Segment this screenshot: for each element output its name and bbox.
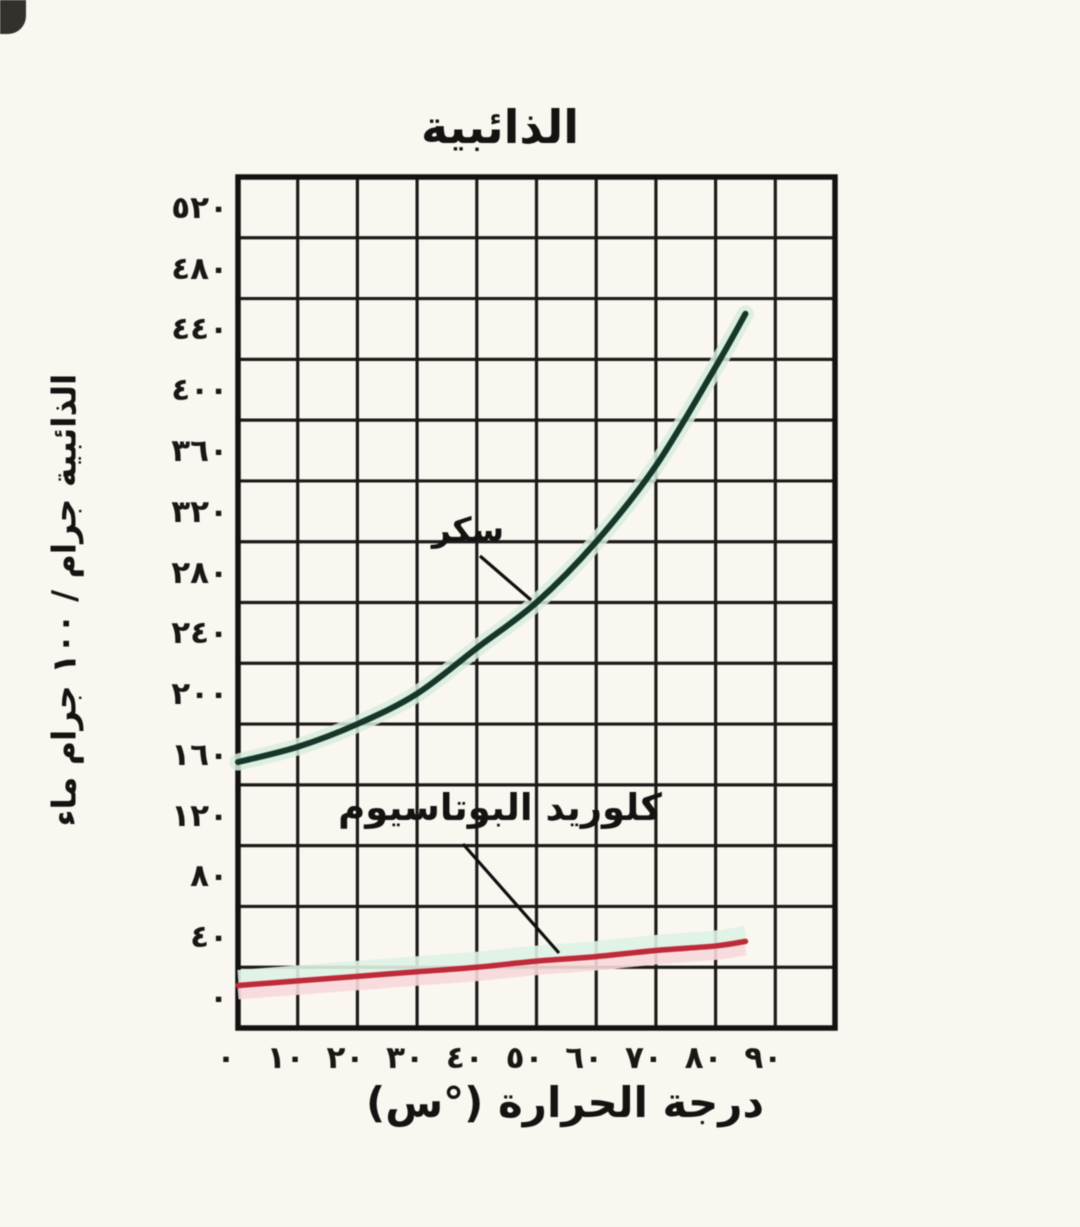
plot-border [235, 174, 838, 1031]
x-tick-label: ٢٠ [326, 1040, 365, 1076]
kcl-line-halo-mint [237, 925, 747, 985]
y-tick-label: ٣٦٠ [171, 432, 228, 469]
y-tick-label: ٤٠ [190, 919, 228, 956]
x-tick-label: ٣٠ [386, 1040, 425, 1076]
x-tick-label: ٧٠ [624, 1040, 663, 1076]
y-tick-label: ٢٨٠ [171, 554, 228, 591]
series-label-potassium-chloride: كلوريد البوتاسيوم [338, 786, 662, 829]
x-tick-label: ٥٠ [505, 1040, 544, 1076]
series-label-sugar: سكر [431, 510, 505, 549]
y-tick-label: ١٦٠ [171, 736, 228, 773]
y-tick-label: ٢٠٠ [171, 676, 228, 713]
x-tick-label: ٠ [216, 1040, 236, 1076]
x-axis-title: درجة الحرارة (°س) [366, 1078, 764, 1127]
y-tick-label: ٤٤٠ [171, 311, 228, 348]
y-tick-label: ٠ [209, 980, 228, 1016]
y-tick-label: ٤٨٠ [171, 250, 228, 287]
kcl-label-pointer [461, 842, 561, 955]
x-tick-label: ١٠ [266, 1040, 305, 1076]
x-tick-label: ٨٠ [684, 1040, 723, 1076]
x-tick-label: ٤٠ [445, 1040, 484, 1076]
sugar-label-pointer [478, 554, 533, 602]
x-tick-label: ٩٠ [744, 1040, 783, 1076]
kcl-line-halo-pink [237, 941, 747, 1000]
chart-title: الذائبية [420, 100, 580, 154]
x-tick-label: ٦٠ [565, 1040, 604, 1076]
y-tick-label: ٢٤٠ [171, 615, 228, 652]
y-tick-label: ٣٢٠ [171, 493, 228, 530]
y-tick-label: ١٢٠ [171, 797, 228, 834]
y-tick-label: ٥٢٠ [171, 189, 228, 226]
sugar-curve [235, 310, 749, 766]
y-tick-label: ٤٠٠ [171, 372, 228, 409]
kcl-line [235, 938, 749, 989]
y-tick-label: ٨٠ [190, 858, 228, 895]
